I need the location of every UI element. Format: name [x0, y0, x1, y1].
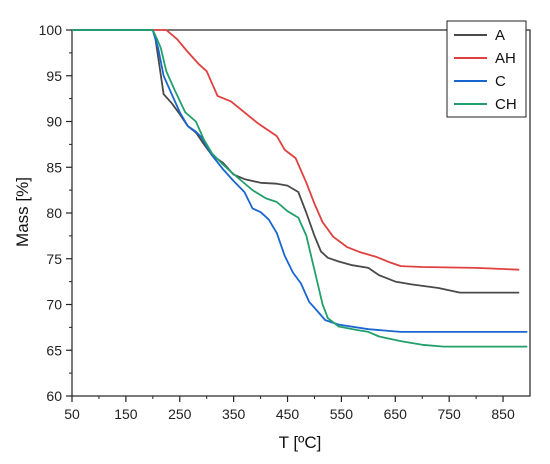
y-tick-label: 90 — [46, 114, 62, 130]
y-tick-label: 65 — [46, 342, 62, 358]
x-tick-label: 650 — [384, 406, 408, 422]
y-tick-label: 80 — [46, 205, 62, 221]
y-tick-label: 70 — [46, 297, 62, 313]
y-axis-ticks: 60 65 70 75 80 85 90 95 100 — [39, 22, 72, 404]
y-tick-label: 95 — [46, 68, 62, 84]
series-line-c — [72, 29, 528, 333]
y-tick-label: 60 — [46, 388, 62, 404]
y-tick-label: 75 — [46, 251, 62, 267]
legend-label-c: C — [495, 73, 506, 90]
y-axis-title: Mass [%] — [13, 177, 32, 247]
legend-label-ah: AH — [495, 50, 516, 67]
series-line-ah — [72, 29, 520, 271]
legend-label-ch: CH — [495, 96, 517, 113]
x-tick-label: 350 — [222, 406, 246, 422]
x-tick-label: 150 — [114, 406, 138, 422]
x-tick-label: 750 — [437, 406, 461, 422]
legend: A AH C CH — [446, 20, 527, 118]
x-tick-label: 250 — [168, 406, 192, 422]
y-tick-label: 85 — [46, 159, 62, 175]
series-line-ch — [72, 29, 528, 348]
x-tick-label: 450 — [276, 406, 300, 422]
x-tick-label: 550 — [330, 406, 354, 422]
legend-box — [446, 20, 527, 118]
x-axis-title: T [ºC] — [279, 433, 322, 452]
series-line-a — [72, 29, 520, 294]
x-axis-ticks: 50 150 250 350 450 550 650 750 850 — [64, 396, 515, 422]
legend-label-a: A — [495, 27, 505, 44]
x-tick-label: 850 — [491, 406, 515, 422]
series-lines — [72, 29, 528, 348]
y-tick-label: 100 — [39, 22, 63, 38]
x-tick-label: 50 — [64, 406, 80, 422]
